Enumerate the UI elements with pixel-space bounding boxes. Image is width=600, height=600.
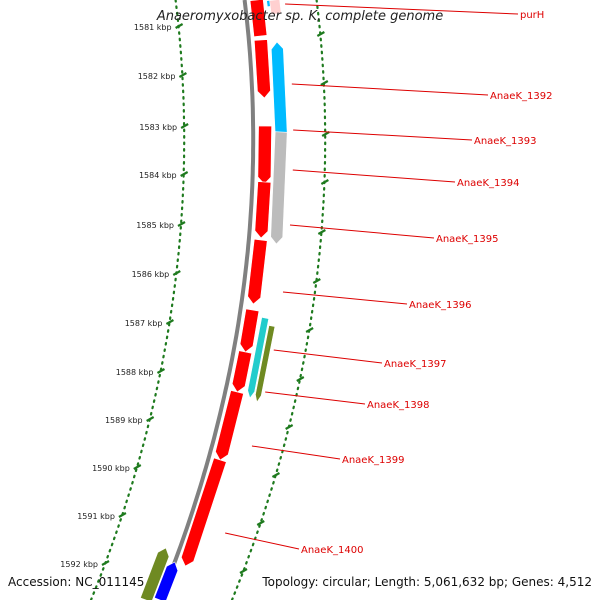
gene-feature-blue (270, 41, 288, 135)
gene-feature-red (247, 238, 268, 305)
gene-feature-red (257, 125, 272, 185)
tick-mark (118, 512, 127, 518)
gene-feature-red (249, 0, 268, 38)
inner-tick-mark (316, 31, 325, 37)
tick-label: 1581 kbp (134, 23, 172, 32)
gene-feature-red (231, 350, 253, 393)
gene-feature-red (180, 457, 227, 567)
gene-feature-red (254, 181, 272, 239)
tick-mark (178, 72, 187, 78)
gene-leader-line (225, 532, 300, 550)
gene-leader-line (289, 224, 435, 239)
tick-label: 1584 kbp (139, 171, 177, 180)
inner-tick-mark (321, 131, 330, 137)
gene-feature-red (215, 390, 244, 461)
tick-mark (177, 221, 186, 227)
tick-label: 1588 kbp (116, 368, 154, 377)
inner-tick-mark (317, 229, 326, 235)
tick-mark (156, 368, 166, 374)
gene-feature-pink (269, 0, 282, 15)
tick-label: 1587 kbp (125, 319, 163, 328)
gene-label: AnaeK_1399 (342, 455, 404, 466)
gene-label: AnaeK_1392 (490, 91, 552, 102)
gene-label: AnaeK_1398 (367, 400, 429, 411)
gene-label: AnaeK_1393 (474, 136, 536, 147)
gene-feature-red (239, 308, 260, 353)
gene-feature-blue-dark (154, 561, 179, 600)
gene-feature-gray (270, 131, 288, 245)
gene-feature-red (253, 39, 271, 99)
tick-mark (172, 270, 181, 276)
tick-label: 1582 kbp (138, 72, 176, 81)
inner-tick-mark (256, 520, 265, 526)
gene-leader-line (293, 129, 473, 141)
gene-leader-line (273, 349, 383, 364)
inner-tick-mark (320, 80, 329, 86)
inner-tick-mark (285, 424, 294, 430)
inner-tick-mark (320, 179, 329, 185)
inner-tick-mark (271, 472, 281, 478)
tick-mark (101, 560, 110, 566)
gene-label: AnaeK_1394 (457, 178, 519, 189)
gene-label: AnaeK_1400 (301, 545, 363, 556)
gene-leader-line (291, 83, 489, 96)
gene-feature-olive (255, 325, 276, 403)
tick-label: 1583 kbp (139, 123, 177, 132)
tick-mark (146, 416, 155, 422)
tick-mark (165, 319, 174, 325)
tick-label: 1592 kbp (60, 560, 98, 569)
tick-mark (133, 464, 142, 470)
gene-feature-olive (140, 547, 170, 600)
ruler-dotted-line (89, 0, 186, 600)
tick-mark (175, 23, 184, 29)
tick-label: 1586 kbp (132, 270, 170, 279)
tick-label: 1591 kbp (77, 512, 115, 521)
accession-text: Accession: NC_011145 (8, 575, 145, 589)
tick-label: 1585 kbp (136, 221, 174, 230)
inner-dotted-line (230, 0, 327, 600)
gene-leader-line (285, 3, 519, 15)
tick-label: 1590 kbp (92, 464, 130, 473)
gene-label: AnaeK_1395 (436, 234, 498, 245)
map-title: Anaeromyxobacter sp. K, complete genome (156, 9, 444, 24)
tick-mark (180, 171, 189, 177)
genome-backbone (158, 0, 256, 600)
inner-tick-mark (312, 278, 321, 284)
tick-mark (180, 123, 189, 129)
inner-tick-mark (239, 568, 248, 574)
gene-feature-cyan (247, 316, 270, 399)
gene-label: purH (520, 10, 544, 21)
gene-leader-line (282, 291, 408, 305)
gene-leader-line (251, 445, 341, 460)
gene-leader-line (265, 391, 366, 405)
inner-tick-mark (296, 376, 305, 382)
inner-tick-mark (305, 327, 314, 333)
gene-label: AnaeK_1396 (409, 300, 471, 311)
gene-leader-line (292, 169, 456, 183)
genome-summary-text: Topology: circular; Length: 5,061,632 bp… (262, 575, 592, 589)
tick-label: 1589 kbp (105, 416, 143, 425)
gene-label: AnaeK_1397 (384, 359, 446, 370)
